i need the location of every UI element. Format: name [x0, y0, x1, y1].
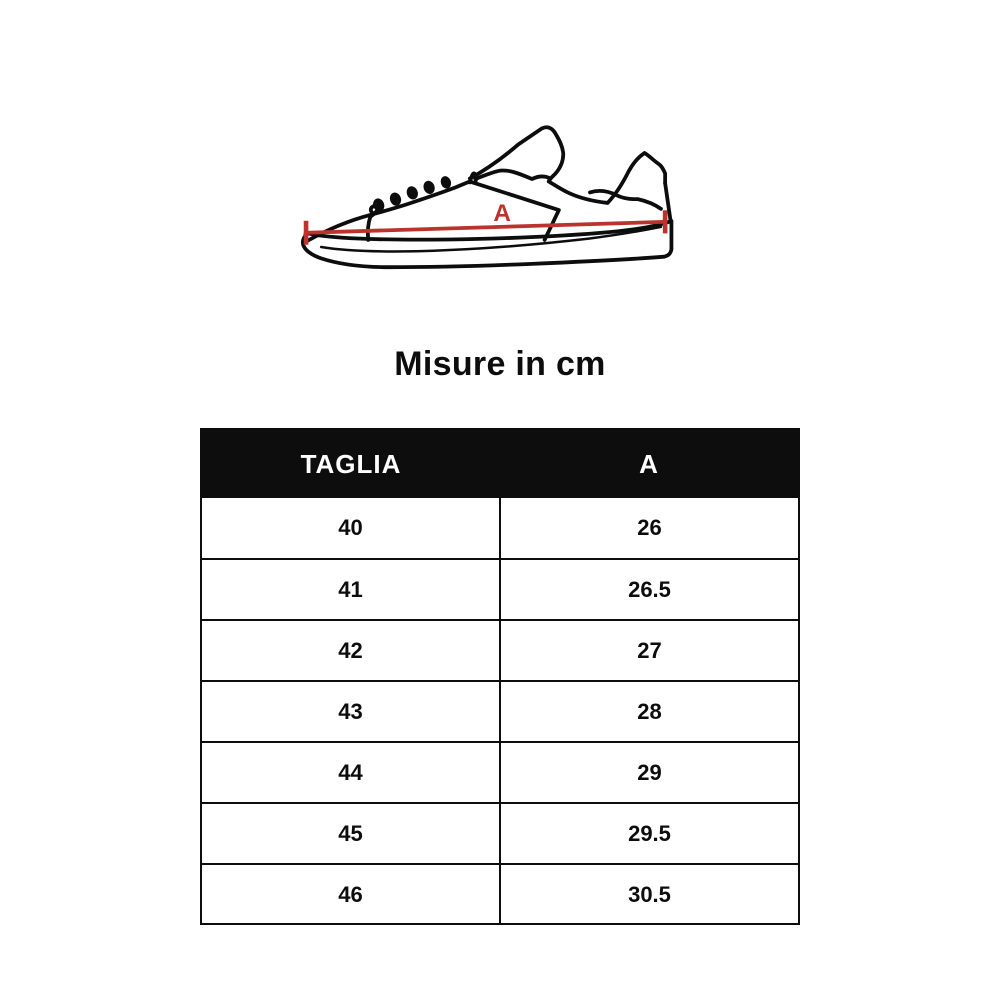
svg-text:A: A: [493, 200, 511, 227]
